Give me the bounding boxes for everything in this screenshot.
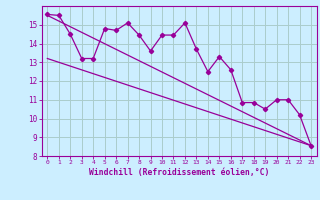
X-axis label: Windchill (Refroidissement éolien,°C): Windchill (Refroidissement éolien,°C) <box>89 168 269 177</box>
